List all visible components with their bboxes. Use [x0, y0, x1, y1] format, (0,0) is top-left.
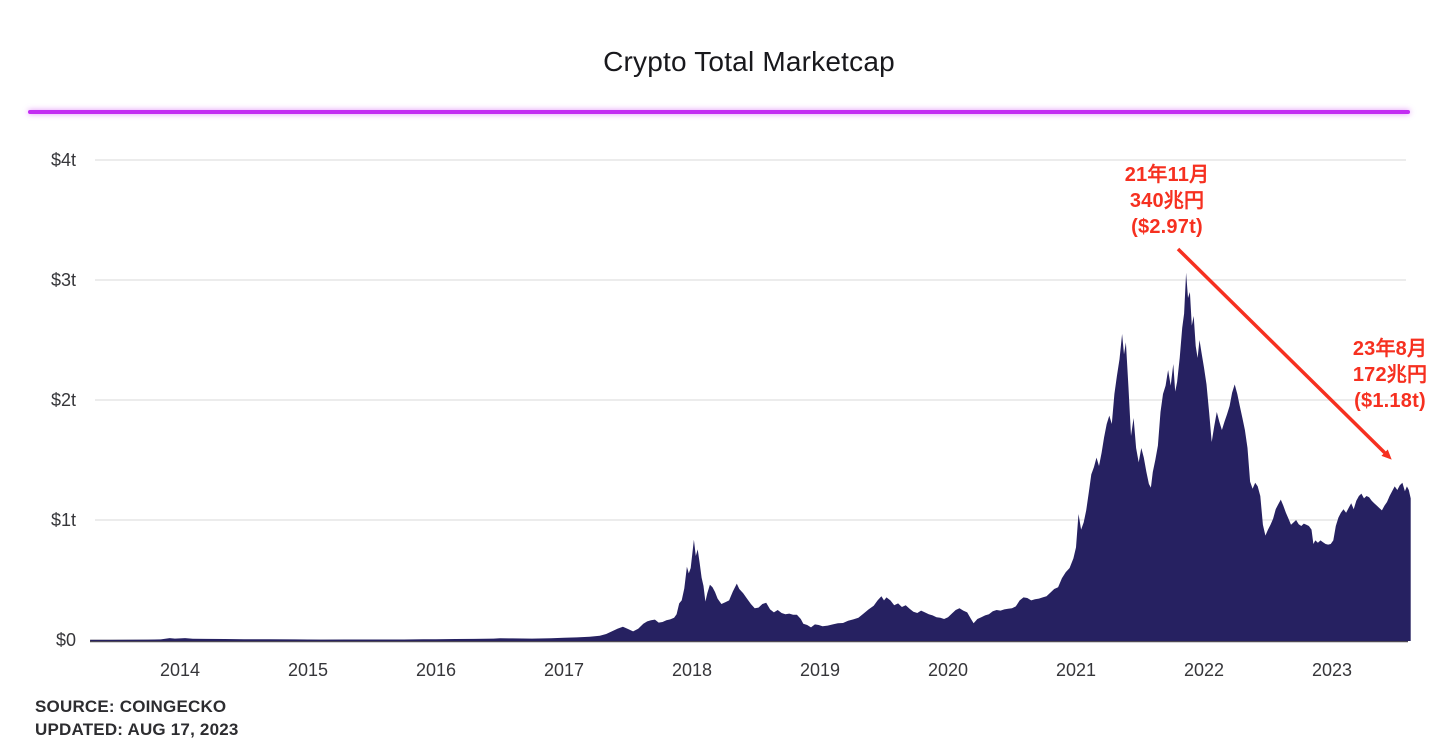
x-axis-label: 2021: [1055, 660, 1096, 680]
y-axis-label: $4t: [50, 150, 76, 170]
source-text: SOURCE: COINGECKO: [35, 697, 227, 716]
annotation-value-usd: ($1.18t): [1354, 390, 1426, 412]
x-axis-label: 2018: [671, 660, 712, 680]
annotation-aug-2023: 23年8月 172兆円 ($1.18t): [1290, 336, 1440, 414]
marketcap-area-series: [90, 272, 1411, 641]
x-axis-label: 2020: [927, 660, 968, 680]
updated-text: UPDATED: AUG 17, 2023: [35, 720, 239, 739]
annotation-date: 23年8月: [1352, 338, 1428, 360]
source-block: SOURCE: COINGECKO UPDATED: AUG 17, 2023: [35, 695, 239, 741]
accent-divider-line: [28, 110, 1410, 114]
annotation-value-jpy: 172兆円: [1352, 364, 1428, 386]
annotation-value-usd: ($2.97t): [1131, 216, 1203, 238]
x-axis-label: 2014: [159, 660, 200, 680]
x-axis-label: 2019: [799, 660, 840, 680]
x-axis-label: 2023: [1311, 660, 1352, 680]
y-axis-label: $0: [55, 630, 76, 650]
x-axis-label: 2016: [415, 660, 456, 680]
x-axis-label: 2017: [543, 660, 584, 680]
annotation-nov-2021: 21年11月 340兆円 ($2.97t): [1067, 162, 1267, 240]
chart-title: Crypto Total Marketcap: [603, 46, 895, 77]
x-axis-label: 2015: [287, 660, 328, 680]
annotation-value-jpy: 340兆円: [1129, 190, 1205, 212]
y-axis-label: $2t: [50, 390, 76, 410]
annotation-date: 21年11月: [1124, 164, 1210, 186]
y-axis-label: $1t: [50, 510, 76, 530]
annotation-arrow-icon: [1176, 247, 1392, 460]
y-axis-label: $3t: [50, 270, 76, 290]
x-axis-label: 2022: [1183, 660, 1224, 680]
